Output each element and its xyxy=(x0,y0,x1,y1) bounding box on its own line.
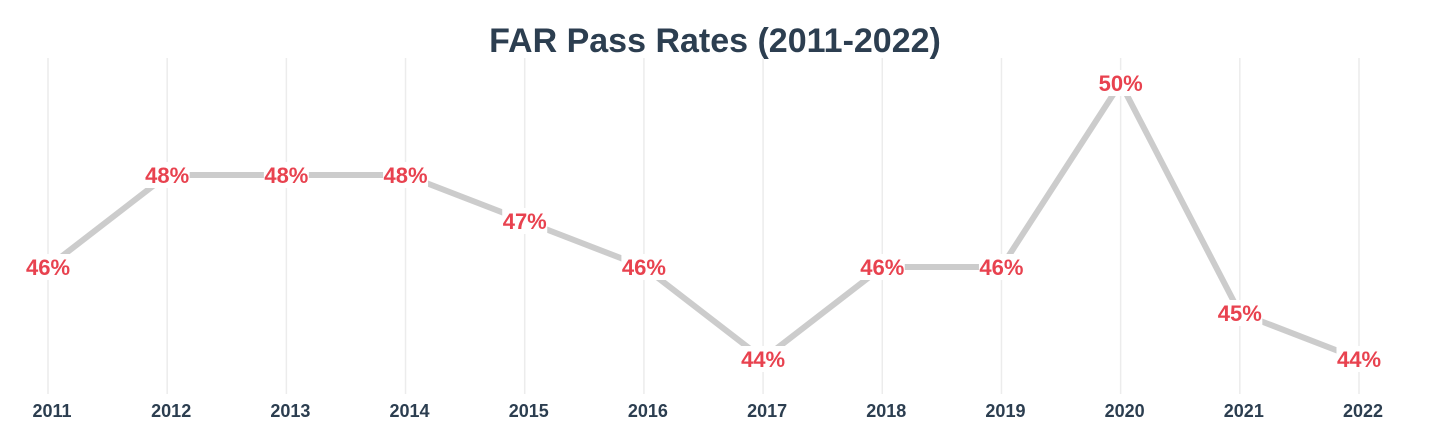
x-tick-label-2020: 2020 xyxy=(1105,401,1145,421)
data-label-bg-2017 xyxy=(740,346,786,372)
data-label-2016: 46% xyxy=(622,255,666,280)
data-label-2011: 46% xyxy=(26,255,70,280)
grid-lines xyxy=(47,58,1360,394)
data-label-bg-2016 xyxy=(621,254,667,280)
x-tick-label-2016: 2016 xyxy=(628,401,668,421)
x-tick-label-2013: 2013 xyxy=(270,401,310,421)
data-label-group-2014: 48% xyxy=(383,162,429,188)
data-label-group-2011: 46% xyxy=(25,254,71,280)
data-label-bg-2022 xyxy=(1336,346,1382,372)
data-label-bg-2021 xyxy=(1217,300,1263,326)
data-label-group-2016: 46% xyxy=(621,254,667,280)
data-label-bg-2014 xyxy=(383,162,429,188)
data-label-bg-2011 xyxy=(25,254,71,280)
data-label-group-2020: 50% xyxy=(1098,70,1144,96)
series-line-group xyxy=(45,80,1362,362)
data-label-bg-2018 xyxy=(859,254,905,280)
x-tick-label-2022: 2022 xyxy=(1343,401,1383,421)
data-label-2019: 46% xyxy=(979,255,1023,280)
data-label-2018: 46% xyxy=(860,255,904,280)
data-label-2021: 45% xyxy=(1218,301,1262,326)
x-tick-label-2019: 2019 xyxy=(985,401,1025,421)
x-tick-label-2015: 2015 xyxy=(509,401,549,421)
data-label-group-2012: 48% xyxy=(144,162,190,188)
data-label-2014: 48% xyxy=(384,163,428,188)
x-tick-label-2012: 2012 xyxy=(151,401,191,421)
data-label-bg-2013 xyxy=(263,162,309,188)
data-label-group-2015: 47% xyxy=(502,208,548,234)
data-labels: 46% 48% 48% 48% 47% 46% 44% 46% 46% 50% 45% 44% xyxy=(25,70,1382,372)
data-label-group-2013: 48% xyxy=(263,162,309,188)
data-label-group-2021: 45% xyxy=(1217,300,1263,326)
x-tick-label-2021: 2021 xyxy=(1224,401,1264,421)
series-line xyxy=(45,80,1362,362)
x-tick-label-2014: 2014 xyxy=(390,401,430,421)
x-axis-tick-labels: 2011 2012 2013 2014 2015 2016 2017 2018 2019 2020… xyxy=(32,401,1383,421)
data-label-bg-2019 xyxy=(978,254,1024,280)
x-tick-label-2017: 2017 xyxy=(747,401,787,421)
data-label-bg-2015 xyxy=(502,208,548,234)
data-label-bg-2012 xyxy=(144,162,190,188)
data-label-group-2018: 46% xyxy=(859,254,905,280)
data-label-2022: 44% xyxy=(1337,347,1381,372)
data-label-2017: 44% xyxy=(741,347,785,372)
data-label-group-2017: 44% xyxy=(740,346,786,372)
data-label-bg-2020 xyxy=(1098,70,1144,96)
data-label-2015: 47% xyxy=(503,209,547,234)
data-label-2020: 50% xyxy=(1099,71,1143,96)
data-label-2012: 48% xyxy=(145,163,189,188)
x-tick-label-2011: 2011 xyxy=(32,401,71,421)
data-label-group-2019: 46% xyxy=(978,254,1024,280)
chart-title: FAR Pass Rates (2011-2022) xyxy=(489,22,941,60)
data-label-2013: 48% xyxy=(264,163,308,188)
x-tick-label-2018: 2018 xyxy=(866,401,906,421)
data-label-group-2022: 44% xyxy=(1336,346,1382,372)
